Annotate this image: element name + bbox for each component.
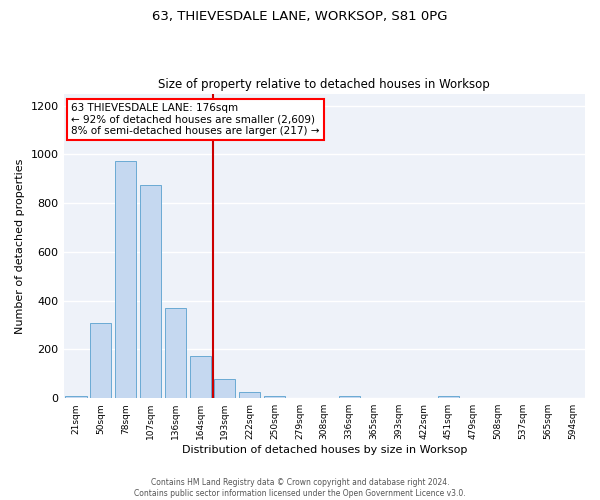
Bar <box>140 185 161 398</box>
Bar <box>338 396 359 398</box>
Bar <box>90 322 112 398</box>
X-axis label: Distribution of detached houses by size in Worksop: Distribution of detached houses by size … <box>182 445 467 455</box>
Text: Contains HM Land Registry data © Crown copyright and database right 2024.
Contai: Contains HM Land Registry data © Crown c… <box>134 478 466 498</box>
Text: 63 THIEVESDALE LANE: 176sqm
← 92% of detached houses are smaller (2,609)
8% of s: 63 THIEVESDALE LANE: 176sqm ← 92% of det… <box>71 102 320 136</box>
Y-axis label: Number of detached properties: Number of detached properties <box>15 158 25 334</box>
Bar <box>115 160 136 398</box>
Bar <box>65 396 86 398</box>
Title: Size of property relative to detached houses in Worksop: Size of property relative to detached ho… <box>158 78 490 91</box>
Bar <box>190 356 211 398</box>
Bar <box>214 378 235 398</box>
Text: 63, THIEVESDALE LANE, WORKSOP, S81 0PG: 63, THIEVESDALE LANE, WORKSOP, S81 0PG <box>152 10 448 23</box>
Bar <box>438 396 459 398</box>
Bar <box>165 308 186 398</box>
Bar <box>239 392 260 398</box>
Bar <box>264 396 285 398</box>
